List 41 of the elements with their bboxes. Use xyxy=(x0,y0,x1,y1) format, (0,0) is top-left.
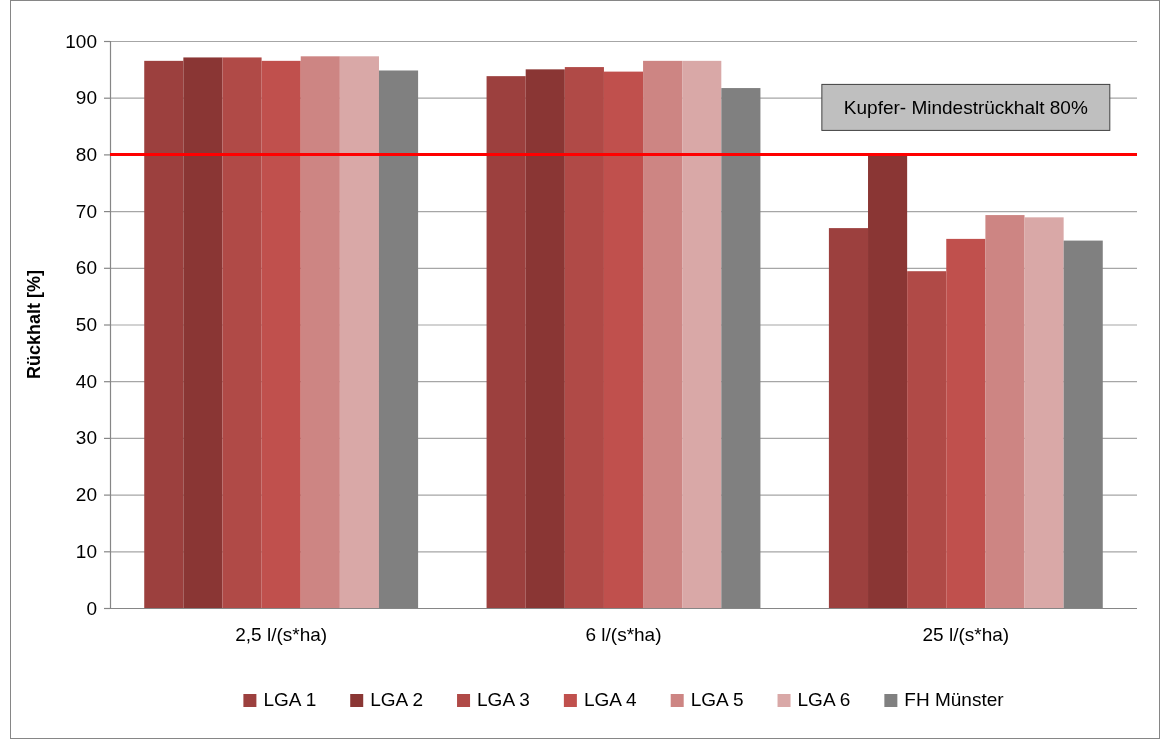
legend-label: FH Münster xyxy=(904,689,1005,710)
y-tick-label: 60 xyxy=(75,257,97,279)
y-tick-label: 100 xyxy=(65,30,97,52)
bar xyxy=(261,60,301,608)
bar xyxy=(682,60,722,608)
y-tick-label: 80 xyxy=(75,143,97,165)
bar xyxy=(525,69,565,608)
bar xyxy=(868,154,908,608)
bar xyxy=(907,271,947,608)
bar xyxy=(564,67,604,608)
x-tick-label: 6 l/(s*ha) xyxy=(585,624,662,646)
bar xyxy=(985,215,1025,608)
y-axis-title: Rückhalt [%] xyxy=(24,269,44,380)
y-tick-label: 50 xyxy=(75,314,97,336)
bar xyxy=(300,56,340,608)
x-tick-label: 25 l/(s*ha) xyxy=(922,624,1010,646)
legend-label: LGA 5 xyxy=(690,689,744,710)
y-tick-label: 90 xyxy=(75,87,97,109)
bar xyxy=(486,76,526,608)
legend-label: LGA 1 xyxy=(263,689,317,710)
bar xyxy=(643,60,683,608)
y-tick-label: 10 xyxy=(75,540,97,562)
bar xyxy=(946,238,986,608)
y-tick-label: 20 xyxy=(75,484,97,506)
legend-label: LGA 6 xyxy=(797,689,851,710)
bar xyxy=(828,228,869,608)
bar xyxy=(144,60,184,608)
y-tick-label: 40 xyxy=(75,370,97,392)
bar xyxy=(183,57,223,608)
y-tick-label: 0 xyxy=(86,597,97,619)
y-tick-label: 30 xyxy=(75,427,97,449)
y-tick-label: 70 xyxy=(75,200,97,222)
legend-label: LGA 4 xyxy=(583,689,638,710)
x-tick-label: 2,5 l/(s*ha) xyxy=(235,624,328,646)
bar xyxy=(1024,217,1064,608)
bar xyxy=(222,57,262,608)
ref-line-label: Kupfer- Mindestrückhalt 80% xyxy=(843,97,1088,119)
legend-label: LGA 3 xyxy=(477,689,530,710)
legend-label: LGA 2 xyxy=(370,689,424,710)
bar xyxy=(339,56,379,608)
bar xyxy=(603,71,644,608)
